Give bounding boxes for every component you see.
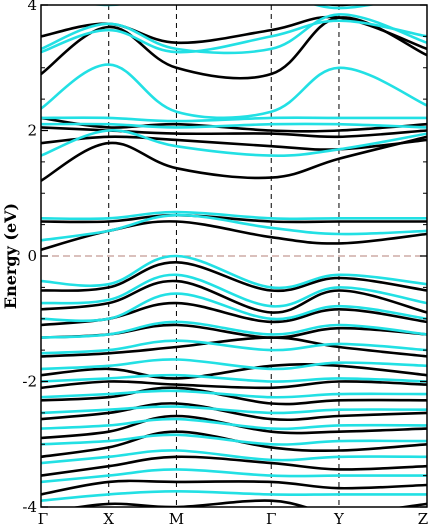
cyan-band-8 <box>41 213 427 242</box>
black-band-11 <box>41 301 427 327</box>
black-band-3 <box>41 116 427 133</box>
black-band-2 <box>41 16 427 80</box>
cyan-band-2 <box>41 13 427 55</box>
band-curves <box>41 5 427 507</box>
cyan-band-5 <box>41 122 427 129</box>
cyan-band-15 <box>41 373 427 383</box>
cyan-band-17 <box>41 405 427 415</box>
cyan-band-11 <box>41 292 427 323</box>
cyan-band-21 <box>41 468 427 484</box>
black-band-15 <box>41 380 427 390</box>
black-band-9 <box>41 260 427 293</box>
y-tick-label: -2 <box>22 373 37 391</box>
black-band-14 <box>41 363 427 380</box>
y-tick-label: 2 <box>27 122 37 140</box>
cyan-band-0 <box>91 5 377 10</box>
black-band-16 <box>41 386 427 406</box>
cyan-band-9 <box>41 254 427 290</box>
x-tick-label: Γ <box>266 510 276 526</box>
x-tick-label: Γ <box>38 510 48 526</box>
cyan-band-16 <box>41 389 427 399</box>
y-tick-label: 0 <box>27 247 37 265</box>
cyan-band-7 <box>41 210 427 221</box>
high-symmetry-lines <box>108 5 340 507</box>
cyan-band-4 <box>41 116 427 123</box>
x-tick-label: Z <box>418 510 428 526</box>
cyan-band-20 <box>41 449 427 465</box>
y-tick-label: 4 <box>27 0 37 14</box>
y-axis-ticks: -4 -2 0 2 4 <box>22 0 427 516</box>
black-band-7 <box>41 213 427 224</box>
black-band-8 <box>41 220 427 251</box>
y-tick-label: -4 <box>22 498 37 516</box>
cyan-band-18 <box>41 417 427 431</box>
x-tick-label: Y <box>333 510 345 526</box>
black-band-13 <box>41 336 427 358</box>
black-band-10 <box>41 279 427 314</box>
x-tick-label: M <box>169 510 184 526</box>
cyan-band-6 <box>41 129 427 157</box>
black-band-6 <box>41 135 427 182</box>
cyan-band-19 <box>41 433 427 446</box>
cyan-band-12 <box>41 320 427 339</box>
y-axis-label: Energy (eV) <box>1 203 20 309</box>
cyan-band-13 <box>41 339 427 355</box>
cyan-band-14 <box>41 358 427 371</box>
black-band-17 <box>41 402 427 422</box>
cyan-band-1 <box>41 19 427 54</box>
cyan-band-22 <box>41 490 427 502</box>
black-band-21 <box>41 479 427 496</box>
x-tick-label: X <box>103 510 114 526</box>
cyan-band-10 <box>41 273 427 308</box>
cyan-band-3 <box>41 63 427 120</box>
black-band-19 <box>41 430 427 459</box>
black-band-20 <box>41 455 427 477</box>
black-band-22 <box>70 499 427 507</box>
